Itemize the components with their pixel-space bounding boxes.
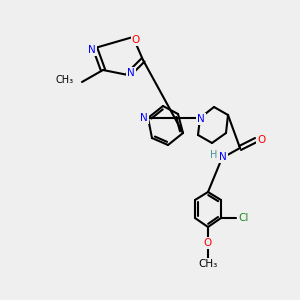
Text: CH₃: CH₃ bbox=[198, 259, 218, 269]
Text: O: O bbox=[132, 35, 140, 45]
Text: Cl: Cl bbox=[239, 213, 249, 223]
Text: N: N bbox=[140, 113, 148, 123]
Text: O: O bbox=[204, 238, 212, 248]
Text: N: N bbox=[197, 114, 205, 124]
Text: CH₃: CH₃ bbox=[56, 75, 74, 85]
Text: H: H bbox=[210, 150, 217, 160]
Text: N: N bbox=[88, 45, 96, 55]
Text: N: N bbox=[127, 68, 135, 78]
Text: N: N bbox=[219, 152, 227, 162]
Text: O: O bbox=[257, 135, 265, 145]
